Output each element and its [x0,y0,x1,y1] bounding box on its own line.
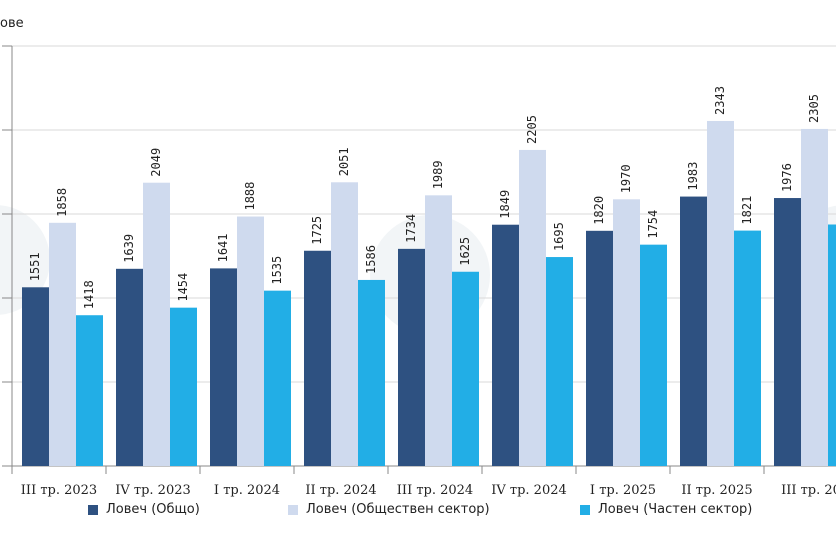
bar-private [358,279,385,466]
bar-total [22,287,49,466]
data-label: 1639 [122,234,136,263]
bar-private [828,224,836,466]
bar-private [640,244,667,466]
bar-total [492,224,519,466]
x-tick-label: III тр. 20 [781,483,836,498]
data-label: 2049 [149,148,163,177]
data-label: 1641 [216,233,230,262]
legend-swatch-private [580,504,590,515]
x-tick-label: II тр. 2024 [305,483,376,498]
data-label: 1535 [270,256,284,285]
x-tick-label: III тр. 2023 [21,483,97,498]
data-label: 2305 [807,94,821,123]
legend-item-private: Ловеч (Частен сектор) [580,502,752,517]
legend-label-private: Ловеч (Частен сектор) [598,502,753,517]
data-label: 1970 [619,164,633,193]
bar-public [49,222,76,466]
data-label: 1695 [552,222,566,251]
legend-item-total: Ловеч (Общо) [88,502,200,517]
bar-public [143,182,170,466]
bar-total [304,250,331,466]
data-label: 1625 [458,237,472,266]
data-label: 1551 [28,252,42,281]
data-label: 2205 [525,115,539,144]
x-tick-label: IV тр. 2023 [115,483,191,498]
x-tick-label: I тр. 2025 [590,483,656,498]
legend-swatch-public [288,504,298,515]
legend-label-total: Ловеч (Общо) [106,502,200,517]
bar-public [801,128,828,466]
data-label: 1976 [780,163,794,192]
x-tick-label: II тр. 2025 [681,483,752,498]
bar-public [425,195,452,466]
data-label: 1725 [310,216,324,245]
bar-chart: 1551 1858 1418 III тр. 2023 1639 2049 1454 IV т… [2,45,836,498]
y-axis-unit-label: ове [0,16,24,31]
data-label: 1754 [646,210,660,239]
bar-public [613,199,640,467]
bar-total [774,198,801,467]
legend-swatch-total [88,504,98,515]
bar-public [331,182,358,467]
bar-private [76,315,103,466]
bar-public [707,120,734,466]
data-label: 1454 [176,273,190,302]
legend-label-public: Ловеч (Обществен сектор) [306,502,490,517]
bar-public [237,216,264,466]
bar-total [116,268,143,466]
data-label: 1858 [55,188,69,217]
x-tick-label: I тр. 2024 [214,483,280,498]
bar-private [452,271,479,466]
bar-private [170,307,197,466]
data-label: 1888 [243,182,257,211]
data-label: 1734 [404,214,418,243]
data-label: 1849 [498,190,512,219]
bar-public [519,149,546,466]
bar-private [264,290,291,466]
bar-total [210,268,237,466]
bar-private [734,230,761,466]
data-label: 1418 [82,280,96,309]
data-label: 1820 [592,196,606,225]
bar-total [586,230,613,466]
bar-private [546,257,573,466]
data-label: 2051 [337,147,351,176]
chart-legend: Ловеч (Общо) Ловеч (Обществен сектор) Ло… [0,502,836,524]
legend-item-public: Ловеч (Обществен сектор) [288,502,490,517]
data-label: 2343 [713,86,727,115]
data-label: 1989 [431,160,445,189]
data-label: 1821 [740,196,754,225]
data-label: 1983 [686,162,700,191]
bar-total [680,196,707,466]
data-label: 1586 [364,245,378,274]
x-tick-label: III тр. 2024 [397,483,473,498]
bar-total [398,248,425,466]
x-tick-label: IV тр. 2024 [491,483,567,498]
